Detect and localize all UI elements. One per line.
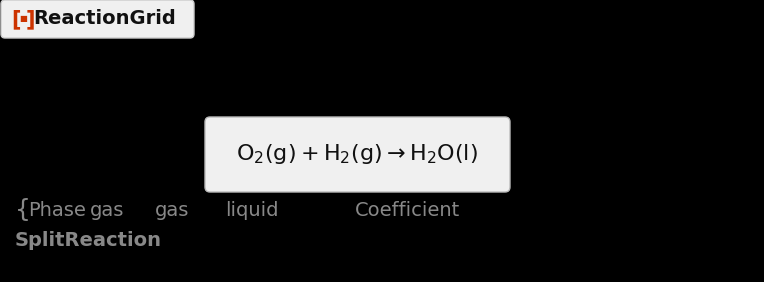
Text: Phase: Phase	[28, 201, 86, 219]
Text: liquid: liquid	[225, 201, 279, 219]
Text: ]: ]	[25, 9, 34, 29]
FancyBboxPatch shape	[205, 117, 510, 192]
Text: $\mathregular{O_2(g) + H_2(g) \rightarrow H_2O(l)}$: $\mathregular{O_2(g) + H_2(g) \rightarro…	[236, 142, 478, 166]
Text: ReactionGrid: ReactionGrid	[34, 10, 176, 28]
Text: gas: gas	[155, 201, 189, 219]
Text: [: [	[11, 9, 21, 29]
Text: gas: gas	[90, 201, 125, 219]
Text: {: {	[15, 198, 31, 222]
Text: Coefficient: Coefficient	[355, 201, 460, 219]
FancyBboxPatch shape	[1, 0, 194, 38]
Text: SplitReaction: SplitReaction	[15, 230, 162, 250]
Text: ■: ■	[19, 14, 27, 23]
